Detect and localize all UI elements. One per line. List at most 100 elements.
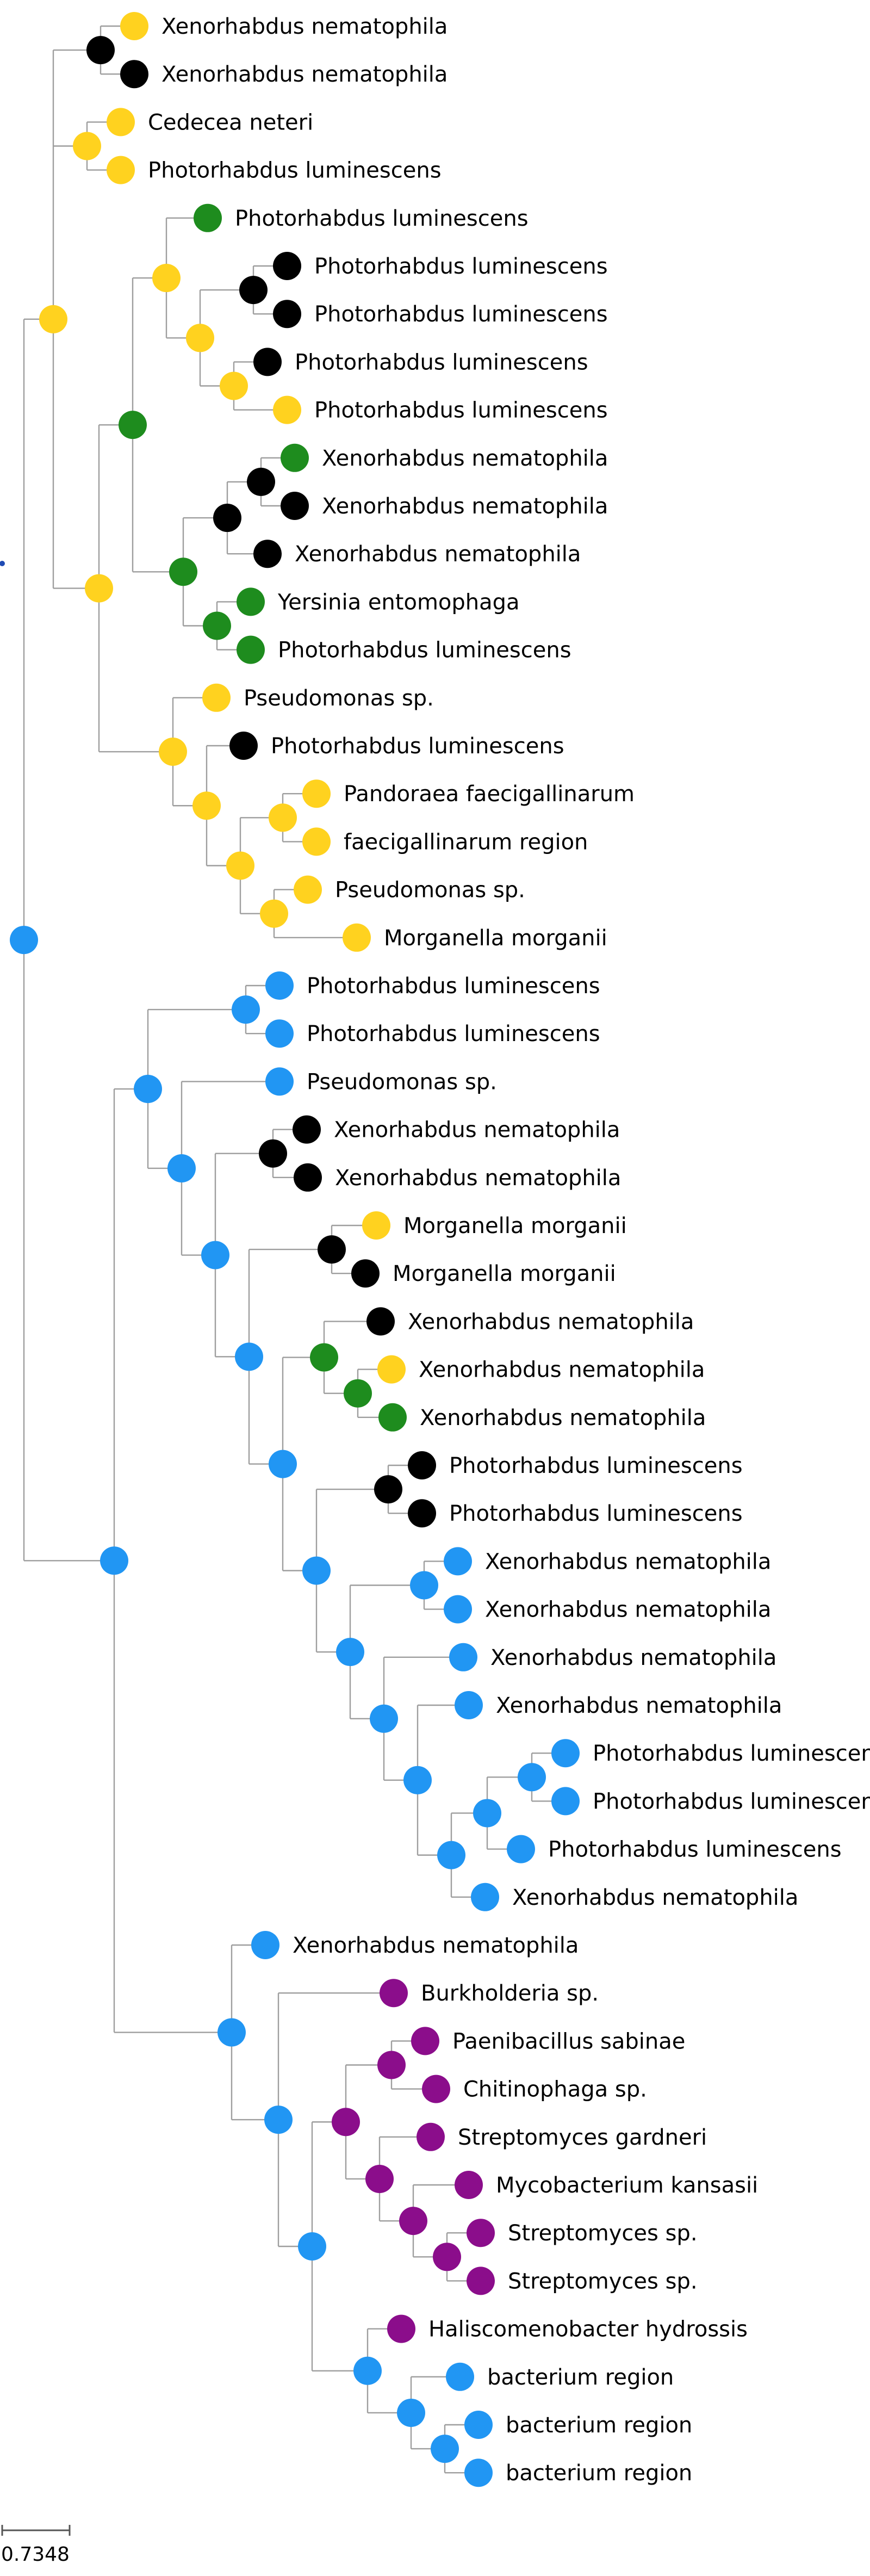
scale-bar: 0.7348: [1, 2525, 71, 2566]
leaf-node-marker: [343, 923, 371, 952]
leaf-node-marker: [551, 1787, 580, 1816]
leaf-node-marker: [251, 1931, 279, 1959]
leaf-label: Chitinophaga sp.: [463, 2077, 647, 2102]
internal-node-marker: [239, 276, 268, 305]
leaf-label: Xenorhabdus nematophila: [322, 494, 608, 519]
internal-node-marker: [403, 1766, 432, 1794]
leaf-label: Cedecea neteri: [148, 110, 313, 135]
leaf-label: Xenorhabdus nematophila: [334, 1118, 620, 1143]
internal-node-marker: [201, 1241, 229, 1270]
tree-branches: [23, 25, 566, 2474]
leaf-label: Xenorhabdus nematophila: [322, 446, 608, 471]
leaf-node-marker: [417, 2122, 445, 2151]
internal-node-marker: [134, 1075, 162, 1104]
internal-node-marker: [203, 611, 231, 640]
leaf-node-marker: [202, 683, 231, 712]
internal-node-marker: [235, 1342, 263, 1371]
internal-node-marker: [220, 371, 248, 400]
internal-node-marker: [318, 1235, 346, 1264]
leaf-node-marker: [107, 108, 135, 137]
internal-node-marker: [431, 2435, 459, 2463]
leaf-label: Xenorhabdus nematophila: [408, 1309, 694, 1334]
leaf-label: Photorhabdus luminescens: [449, 1501, 743, 1526]
internal-node-marker: [119, 411, 147, 439]
leaf-label: Streptomyces gardneri: [458, 2125, 707, 2150]
leaf-node-marker: [464, 2459, 493, 2487]
leaf-node-marker: [229, 732, 258, 760]
leaf-label: Photorhabdus luminescens: [235, 206, 529, 231]
scale-bar-label: 0.7348: [1, 2543, 70, 2566]
leaf-node-marker: [302, 779, 331, 808]
leaf-node-marker: [387, 2314, 415, 2343]
internal-node-marker: [213, 504, 241, 532]
leaf-label: Morganella morganii: [384, 926, 607, 951]
leaf-label: Photorhabdus luminescens: [148, 158, 442, 183]
leaf-label: Photorhabdus luminescens: [593, 1789, 870, 1814]
leaf-node-marker: [467, 2267, 495, 2295]
leaf-node-marker: [273, 395, 301, 424]
leaf-node-marker: [273, 300, 301, 329]
leaf-node-marker: [120, 12, 148, 40]
leaf-node-marker: [444, 1595, 472, 1624]
leaf-node-marker: [253, 348, 282, 376]
leaf-label: Xenorhabdus nematophila: [420, 1405, 706, 1431]
internal-node-marker: [169, 558, 197, 586]
leaf-label: Xenorhabdus nematophila: [490, 1645, 776, 1670]
leaf-label: Photorhabdus luminescens: [307, 974, 600, 999]
leaf-node-marker: [253, 540, 282, 568]
leaf-node-marker: [120, 60, 148, 89]
leaf-node-marker: [444, 1547, 472, 1576]
internal-node-marker: [159, 738, 187, 766]
internal-node-marker: [259, 1139, 287, 1168]
leaf-label: Photorhabdus luminescens: [314, 398, 608, 423]
leaf-label: Photorhabdus luminescens: [593, 1741, 870, 1766]
leaf-label: Xenorhabdus nematophila: [485, 1549, 771, 1574]
leaf-node-marker: [281, 443, 309, 472]
leaf-label: bacterium region: [487, 2365, 674, 2390]
leaf-node-marker: [362, 1211, 390, 1240]
leaf-label: Burkholderia sp.: [421, 1981, 599, 2006]
leaf-label: Xenorhabdus nematophila: [295, 542, 581, 567]
leaf-label: Xenorhabdus nematophila: [512, 1885, 798, 1910]
internal-node-marker: [336, 1638, 364, 1667]
leaf-label: Photorhabdus luminescens: [278, 638, 571, 663]
leaf-label: Paenibacillus sabinae: [452, 2029, 685, 2054]
leaf-node-marker: [446, 2362, 474, 2391]
leaf-node-marker: [237, 635, 265, 664]
leaf-label: Xenorhabdus nematophila: [419, 1358, 705, 1383]
internal-node-marker: [192, 791, 221, 820]
leaf-node-marker: [265, 971, 294, 1000]
internal-node-marker: [152, 264, 181, 293]
leaf-label: Morganella morganii: [393, 1261, 616, 1286]
internal-node-marker: [226, 851, 254, 880]
internal-node-marker: [397, 2398, 425, 2427]
leaf-node-marker: [366, 1307, 395, 1336]
root-marker: [0, 561, 5, 566]
internal-node-marker: [377, 2051, 406, 2079]
internal-node-marker: [410, 1571, 438, 1600]
leaf-node-marker: [273, 252, 301, 280]
leaf-label: bacterium region: [506, 2413, 692, 2438]
leaf-node-marker: [455, 1691, 483, 1719]
leaf-node-marker: [380, 1979, 408, 2008]
internal-node-marker: [518, 1763, 546, 1792]
leaf-node-marker: [237, 587, 265, 616]
leaf-label: Photorhabdus luminescens: [307, 1021, 600, 1046]
internal-node-marker: [86, 36, 115, 65]
internal-node-marker: [365, 2164, 394, 2193]
leaf-label: Photorhabdus luminescens: [295, 350, 588, 375]
leaf-label: Morganella morganii: [403, 1213, 627, 1239]
leaf-node-marker: [408, 1499, 436, 1528]
tree-nodes: [10, 12, 580, 2487]
leaf-node-marker: [408, 1451, 436, 1479]
leaf-node-marker: [293, 1115, 321, 1144]
internal-node-marker: [186, 324, 214, 352]
leaf-label: Photorhabdus luminescens: [314, 302, 608, 327]
internal-node-marker: [437, 1841, 465, 1869]
leaf-node-marker: [464, 2411, 493, 2439]
leaf-node-marker: [302, 827, 331, 856]
leaf-node-marker: [294, 1163, 322, 1192]
leaf-label: Streptomyces sp.: [508, 2269, 698, 2294]
internal-node-marker: [332, 2108, 360, 2137]
